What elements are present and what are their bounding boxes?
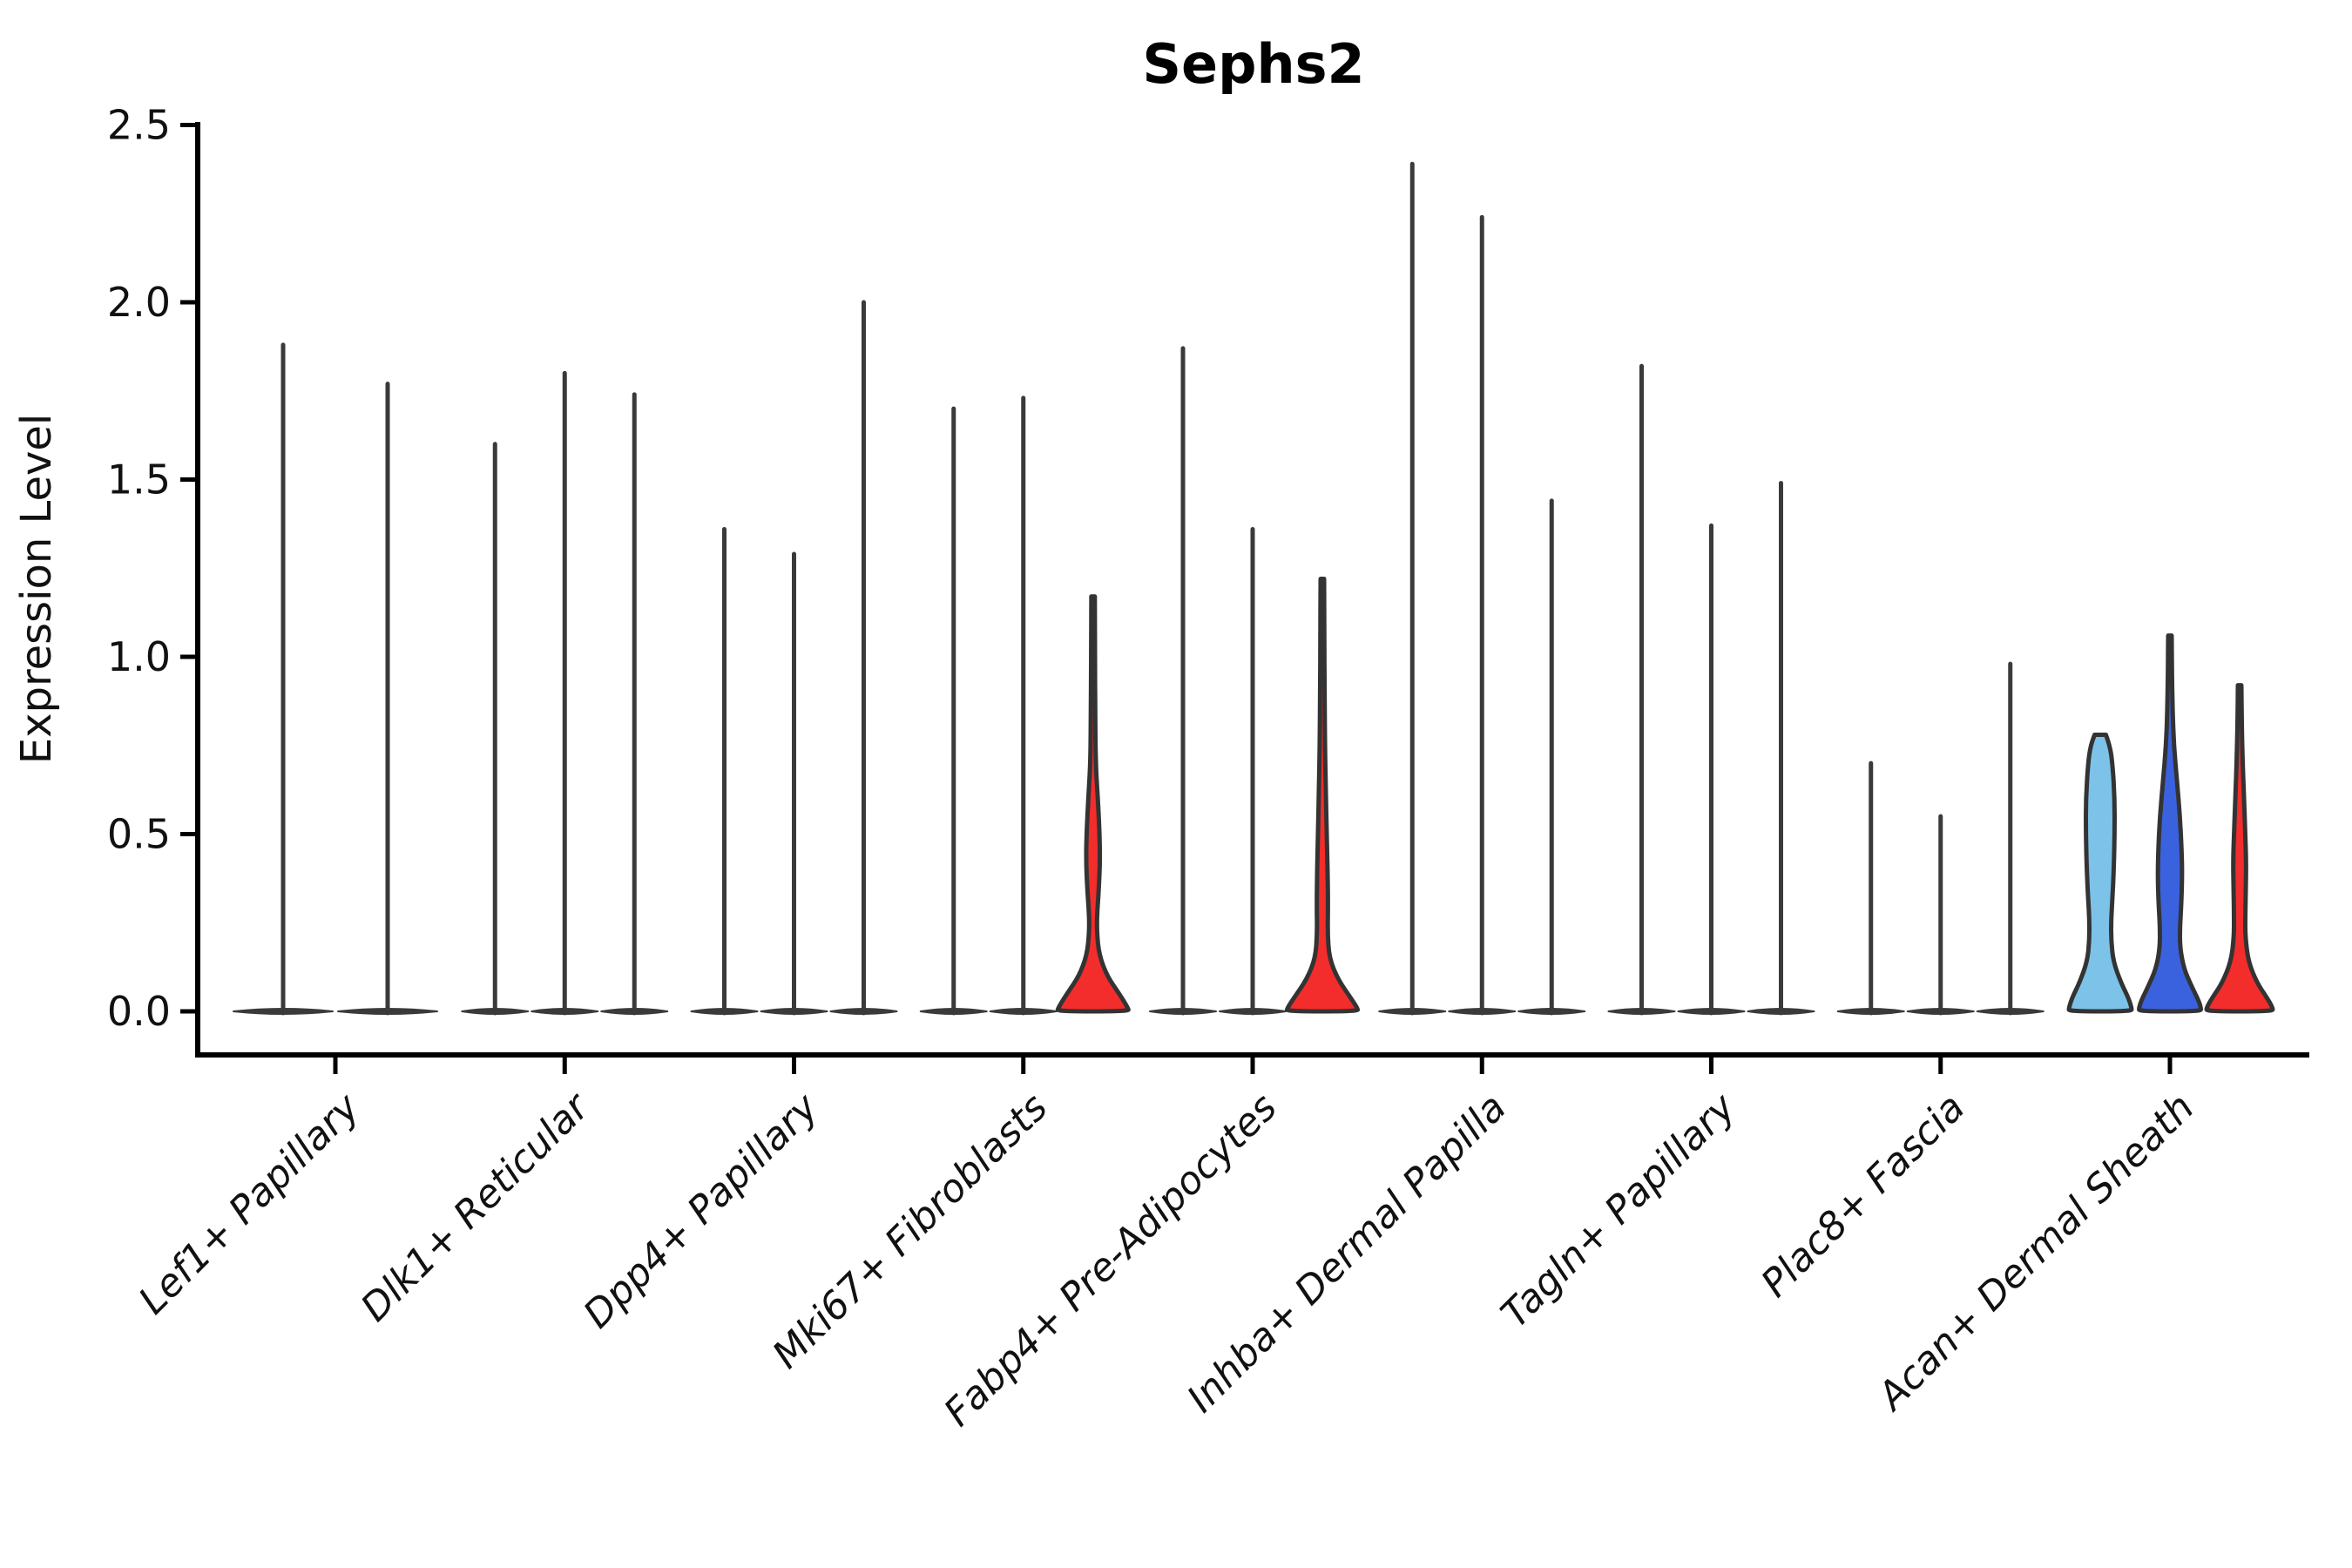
violin-filled: [2137, 633, 2203, 1014]
violin-filled: [2204, 683, 2275, 1014]
y-tick-label: 1.0: [107, 633, 171, 680]
x-tick-label: Dlk1+ Reticular: [353, 1084, 599, 1330]
x-tick-label: Dpp4+ Papillary: [575, 1085, 828, 1337]
violin-filled: [1284, 577, 1361, 1014]
violin-filled: [2066, 733, 2134, 1014]
y-tick-label: 2.0: [107, 279, 171, 326]
y-axis: 0.0 0.5 1.0 1.5 2.0 2.5: [107, 102, 198, 1035]
violins-layer: [233, 161, 2275, 1016]
violin-filled: [1055, 594, 1131, 1014]
x-tick-label: Lef1+ Papillary: [131, 1085, 369, 1323]
y-tick-label: 2.5: [107, 102, 171, 149]
chart-title: Sephs2: [1142, 32, 1364, 96]
y-tick-label: 1.5: [107, 456, 171, 504]
y-axis-label: Expression Level: [12, 414, 61, 765]
y-tick-label: 0.5: [107, 811, 171, 858]
x-tick-label: Plac8+ Fascia: [1753, 1085, 1973, 1306]
x-tick-label: Tagln+ Papillary: [1493, 1085, 1745, 1336]
y-tick-label: 0.0: [107, 988, 171, 1035]
